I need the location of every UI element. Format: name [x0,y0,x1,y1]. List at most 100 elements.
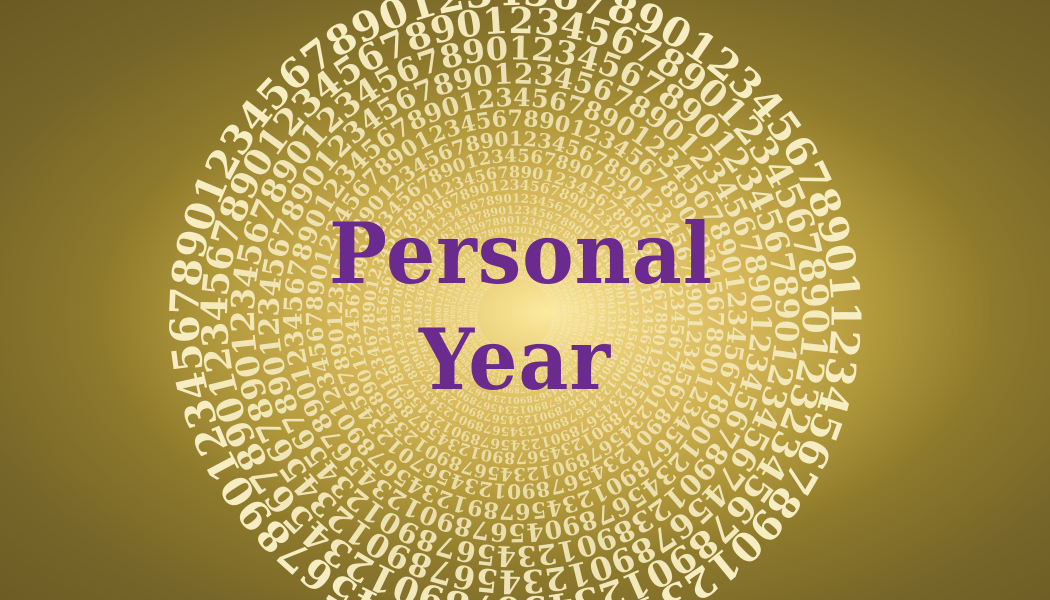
spiral-digit: 8 [440,580,473,600]
spiral-digit: 4 [307,354,336,375]
spiral-digit: 0 [715,253,747,277]
spiral-digit: 3 [224,287,263,312]
spiral-digit: 5 [163,341,213,375]
spiral-digit: 7 [508,106,523,132]
spiral-digit: 8 [700,326,727,344]
spiral-digit: 1 [456,86,479,118]
spiral-digit: 4 [457,110,478,139]
spiral-digit: 9 [768,297,807,320]
spiral-digit: 1 [449,489,471,518]
spiral-digit: 7 [470,514,492,545]
spiral-digit: 0 [305,262,334,283]
spiral-digit: 6 [161,314,209,344]
digit-ring: 6789012345678901234567890123456789012345… [473,274,556,356]
spiral-digit: 2 [721,290,751,309]
spiral-digit: 3 [521,561,546,600]
spiral-digit: 1 [822,301,869,329]
spiral-digit: 0 [744,293,778,314]
spiral-digit: 7 [282,257,314,280]
spiral-digit: 6 [547,86,570,118]
spiral-digit: 1 [744,313,778,334]
spiral-digit: 6 [489,517,508,547]
spiral-digit: 6 [491,106,508,133]
spiral-digit: 4 [278,312,308,330]
spiral-digit: 1 [719,271,750,293]
spiral-digit: 5 [474,537,497,572]
digit-ring: 4567890123456789012345678901234567890123… [224,29,806,600]
digit-ring: 1234567890123456789012345678901234567890… [469,270,561,360]
spiral-digit: 7 [161,286,209,316]
spiral-digit: 3 [559,489,581,518]
spiral-digit: 4 [194,296,237,322]
spiral-digit: 3 [692,246,721,268]
spiral-digit: 3 [533,0,562,44]
spiral-digit: 2 [252,316,286,337]
spiral-digit: 0 [767,319,806,344]
spiral-digit: 5 [474,107,493,135]
spiral-digit: 2 [475,84,496,115]
spiral-digit: 5 [529,496,547,524]
spiral-digit: 3 [516,539,537,573]
spiral-digit: 3 [279,329,310,350]
spiral-digit: 6 [496,588,522,600]
spiral-digit: 2 [508,0,534,42]
spiral-digit: 6 [549,0,584,21]
spiral-digit: 5 [530,83,551,114]
spiral-digit: 8 [302,295,329,312]
spiral-digit: 6 [701,295,728,312]
spiral-digit: 8 [765,273,805,299]
spiral-digit: 8 [522,106,539,133]
spiral-digit: 1 [509,29,532,67]
spiral-digit: 0 [552,110,573,139]
spiral-digit: 1 [309,246,338,268]
spiral-digit: 6 [515,498,531,525]
spiral-digit: 2 [742,332,777,355]
spiral-digit: 2 [535,536,559,571]
spiral-digit: 7 [302,311,328,327]
spiral-digit: 5 [278,294,308,313]
spiral-digit: 9 [741,272,776,296]
spiral-digit: 4 [721,325,751,345]
spiral-digit: 4 [696,262,725,283]
spiral-digit: 4 [496,539,517,573]
spiral-digit: 1 [819,270,868,302]
spiral-digit: 6 [279,275,310,296]
spiral-digit: 3 [722,309,751,327]
spiral-digit: 0 [485,29,510,68]
spiral-digit: 4 [544,493,564,521]
spiral-digit: 1 [791,332,835,361]
spiral-digit: 1 [493,57,514,91]
spiral-digit: 0 [542,514,564,546]
spiral-digit: 0 [471,58,495,93]
spiral-digit: 9 [698,340,726,360]
spiral-digit: 0 [694,355,723,376]
spiral-digit: 3 [372,589,415,600]
spiral-digit: 5 [602,594,644,600]
spiral-digit: 5 [508,518,526,547]
spiral-digit: 5 [195,269,239,298]
spiral-digit: 2 [224,310,263,333]
spiral-digit: 7 [499,498,515,525]
spiral-digit: 9 [793,282,837,310]
spiral-digit: 6 [302,325,329,343]
spiral-digit: 4 [545,583,576,600]
spiral-digit: 4 [225,263,266,291]
spiral-digit: 4 [525,516,545,546]
spiral-digit: 4 [513,83,531,113]
spiral-digit: 2 [513,57,534,91]
spiral-digit: 9 [465,493,485,522]
spiral-digit: 5 [521,0,552,17]
spiral-digit: 5 [521,587,549,600]
spiral-digit: 1 [481,0,509,43]
spiral-digit: 2 [431,0,468,24]
spiral-digit: 8 [482,496,500,524]
spiral-digit: 8 [163,255,213,289]
spiral-digit: 3 [252,296,286,317]
spiral-digit: 9 [537,107,556,135]
spiral-digit: 3 [194,321,238,349]
spiral-digit: 1 [764,340,805,368]
spiral-digit: 3 [494,83,513,113]
spiral-digit: 5 [304,340,332,360]
